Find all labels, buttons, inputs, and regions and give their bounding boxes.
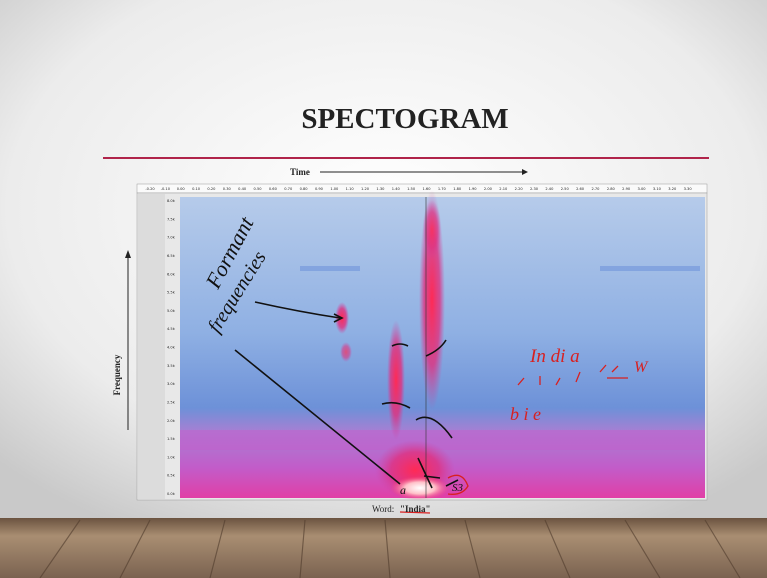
- frequency-tick-label: 6.5k: [167, 254, 176, 258]
- frequency-tick-label: 4.5k: [167, 327, 176, 331]
- frequency-tick-label: 3.5k: [167, 364, 176, 368]
- time-tick-label: 2.60: [576, 187, 585, 191]
- time-tick-label: 3.20: [668, 187, 677, 191]
- time-tick-label: 1.40: [392, 187, 401, 191]
- time-tick-label: 2.90: [622, 187, 631, 191]
- time-tick-label: 0.10: [192, 187, 201, 191]
- time-tick-label: 1.30: [376, 187, 385, 191]
- frequency-tick-label: 7.5k: [167, 217, 176, 221]
- time-tick-label: 2.70: [591, 187, 600, 191]
- wood-floor: [0, 518, 767, 578]
- frequency-tick-label: 8.0k: [167, 199, 176, 203]
- track-controls: [138, 194, 165, 499]
- time-tick-label: 1.00: [330, 187, 339, 191]
- frequency-tick-label: 1.5k: [167, 437, 176, 441]
- time-tick-label: 3.10: [653, 187, 662, 191]
- frequency-tick-label: 1.0k: [167, 455, 176, 459]
- frequency-tick-label: 4.0k: [167, 346, 176, 350]
- frequency-tick-label: 2.5k: [167, 400, 176, 404]
- time-label: Time: [290, 167, 310, 177]
- time-tick-label: 2.80: [607, 187, 616, 191]
- frequency-tick-label: 0.5k: [167, 474, 176, 478]
- s3-annotation: S3: [452, 482, 464, 494]
- time-ruler: -0.20 -0.10 0.00 0.10 0.20 0.30 0.40 0.50 0.60 0.…: [137, 184, 707, 193]
- time-tick-label: 0.80: [300, 187, 309, 191]
- time-tick-label: 2.30: [530, 187, 539, 191]
- caption-prefix: Word:: [372, 504, 394, 514]
- slide-title: SPECTOGRAM: [301, 103, 508, 135]
- time-tick-label: 1.20: [361, 187, 370, 191]
- time-tick-label: 0.40: [238, 187, 247, 191]
- time-tick-label: 2.40: [545, 187, 554, 191]
- time-tick-label: 2.00: [484, 187, 493, 191]
- time-tick-label: 0.60: [269, 187, 278, 191]
- time-tick-label: 0.70: [284, 187, 293, 191]
- slide: SPECTOGRAM Time -0.20 -0.10 0.00 0.10 0.20 0.…: [0, 0, 767, 578]
- a-annotation: a: [400, 483, 406, 497]
- page: SPECTOGRAM Time -0.20 -0.10 0.00 0.10 0.20 0.…: [0, 0, 767, 578]
- time-tick-label: -0.10: [161, 187, 171, 191]
- frequency-tick-label: 5.5k: [167, 291, 176, 295]
- frequency-label: Frequency: [112, 354, 122, 395]
- frequency-tick-label: 5.0k: [167, 309, 176, 313]
- time-tick-label: 3.00: [638, 187, 647, 191]
- phones-annotation: b i e: [510, 404, 541, 424]
- time-tick-label: 2.20: [515, 187, 524, 191]
- frequency-tick-label: 7.0k: [167, 236, 176, 240]
- time-tick-label: 0.20: [207, 187, 216, 191]
- time-tick-label: -0.20: [145, 187, 155, 191]
- time-tick-label: 1.60: [422, 187, 431, 191]
- time-tick-label: 1.50: [407, 187, 416, 191]
- time-tick-label: 1.10: [346, 187, 355, 191]
- time-tick-label: 2.50: [561, 187, 570, 191]
- frequency-tick-label: 0.0k: [167, 492, 176, 496]
- india-annotation: In di a: [529, 346, 580, 367]
- time-tick-label: 3.30: [684, 187, 693, 191]
- caption-word: "India": [400, 504, 431, 514]
- time-tick-label: 0.30: [223, 187, 232, 191]
- frequency-tick-label: 3.0k: [167, 382, 176, 386]
- time-tick-label: 1.90: [469, 187, 478, 191]
- time-tick-label: 1.70: [438, 187, 447, 191]
- time-tick-label: 0.00: [177, 187, 186, 191]
- time-tick-label: 0.50: [254, 187, 263, 191]
- time-tick-label: 1.80: [453, 187, 462, 191]
- time-tick-label: 2.10: [499, 187, 508, 191]
- w-annotation: W: [634, 359, 649, 376]
- time-tick-label: 0.90: [315, 187, 324, 191]
- frequency-tick-label: 2.0k: [167, 419, 176, 423]
- spectrogram-panel: [137, 190, 707, 500]
- frequency-tick-label: 6.0k: [167, 272, 176, 276]
